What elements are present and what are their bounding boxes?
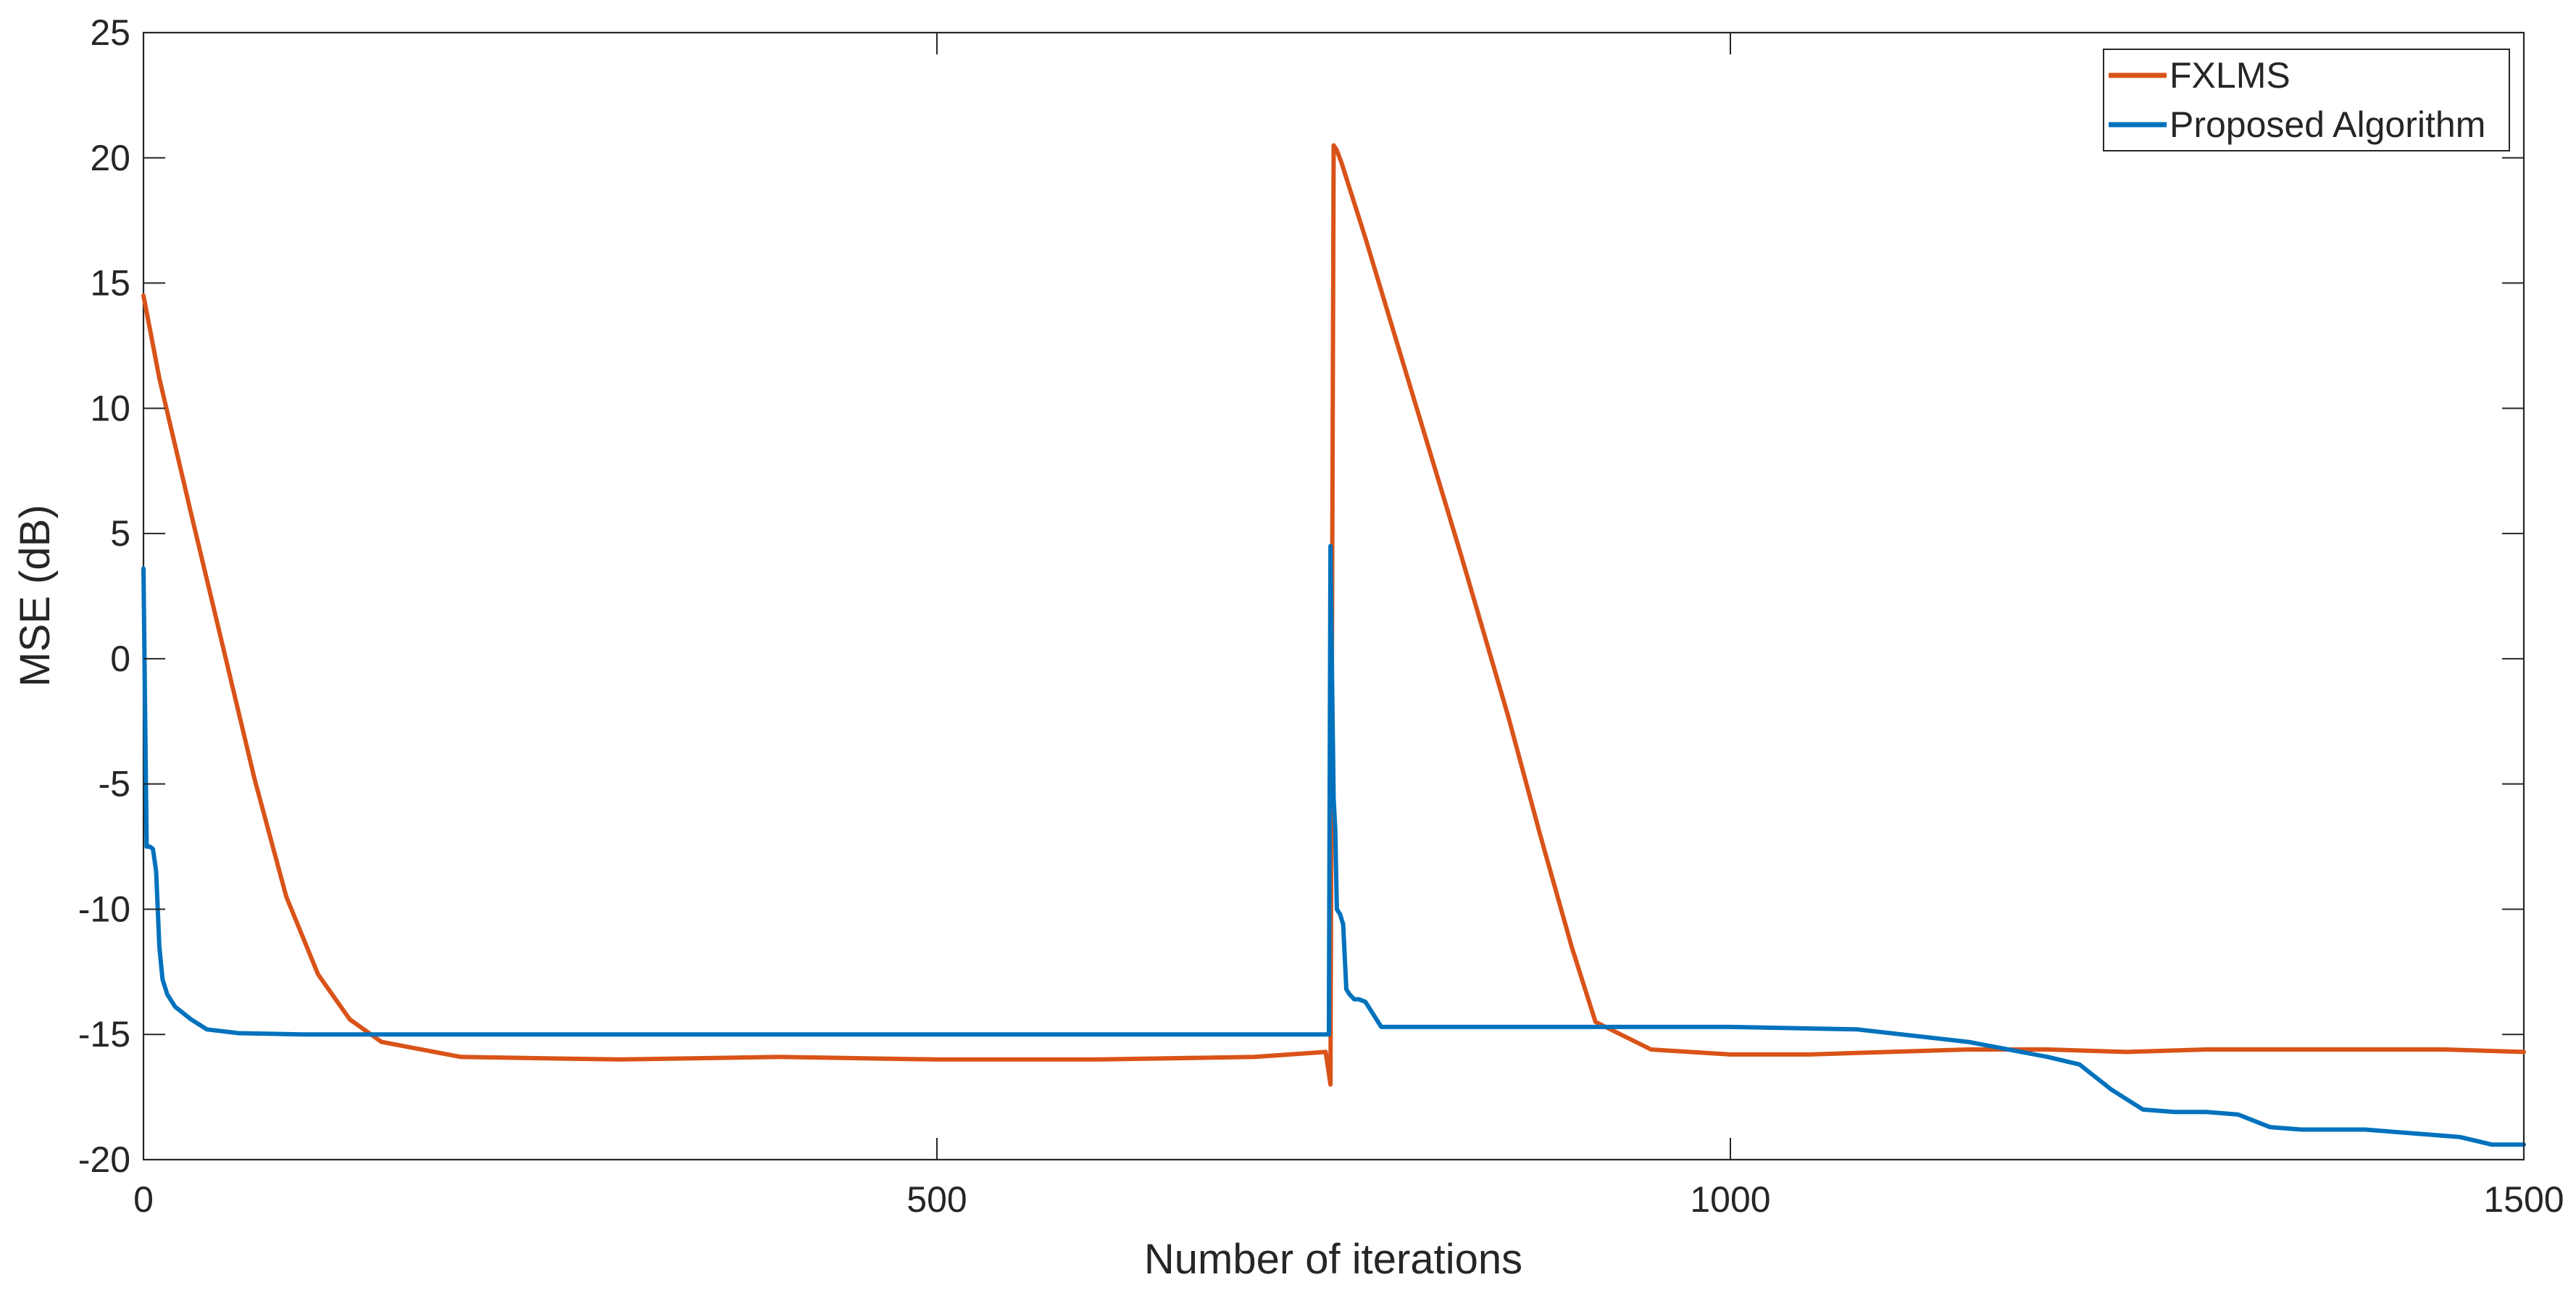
y-tick-label: 20 — [90, 138, 130, 178]
legend-box — [2103, 49, 2510, 151]
y-tick-label: -15 — [78, 1014, 130, 1055]
y-axis-label: MSE (dB) — [12, 504, 59, 686]
y-tick-label: 10 — [90, 388, 130, 428]
y-tick-label: -20 — [78, 1139, 130, 1180]
x-tick-label: 1000 — [1690, 1179, 1770, 1220]
legend-label-proposed-algorithm: Proposed Algorithm — [2169, 104, 2485, 145]
x-tick-label: 1500 — [2483, 1179, 2564, 1220]
y-tick-label: 0 — [110, 639, 130, 679]
legend: FXLMS Proposed Algorithm — [2103, 49, 2510, 151]
y-tick-label: 25 — [90, 12, 130, 53]
y-tick-label: -10 — [78, 889, 130, 929]
x-tick-label: 500 — [906, 1179, 967, 1220]
ticks-layer: 0 500 1000 1500 -20 -15 -10 -5 0 5 10 15 20 25 — [78, 12, 2564, 1220]
series-line-fxlms — [141, 143, 2526, 1087]
x-axis-label: Number of iterations — [1144, 1236, 1522, 1283]
y-tick-label: 15 — [90, 263, 130, 304]
x-tick-label: 0 — [133, 1179, 154, 1220]
y-tick-label: -5 — [99, 764, 130, 805]
y-tick-label: 5 — [110, 513, 130, 554]
series-layer — [141, 143, 2526, 1147]
series-line-proposed-algorithm — [141, 544, 2526, 1147]
legend-label-fxlms: FXLMS — [2169, 55, 2291, 96]
